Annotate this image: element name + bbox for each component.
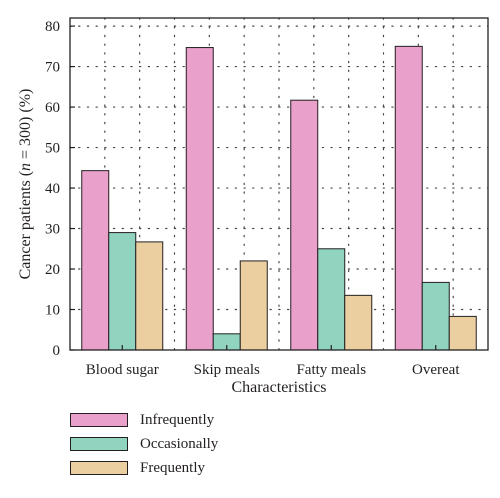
bar-frequently-skip-meals bbox=[239, 260, 268, 351]
y-tick-label: 30 bbox=[45, 222, 60, 238]
y-tick-label: 50 bbox=[45, 141, 60, 157]
bar-frequently-fatty-meals bbox=[344, 294, 373, 351]
bar-frequently-overeat bbox=[448, 315, 477, 351]
legend-label-infrequently: Infrequently bbox=[140, 411, 215, 428]
bar-occasionally-blood-sugar bbox=[108, 232, 137, 351]
legend-label-frequently: Frequently bbox=[140, 459, 205, 476]
legend: Infrequently Occasionally Frequently bbox=[70, 408, 218, 480]
bar-frequently-blood-sugar bbox=[135, 241, 164, 351]
plot-frame bbox=[69, 17, 489, 351]
bar-occasionally-fatty-meals bbox=[317, 248, 346, 351]
legend-item-frequently: Frequently bbox=[70, 456, 218, 480]
legend-item-occasionally: Occasionally bbox=[70, 432, 218, 456]
bar-infrequently-blood-sugar bbox=[81, 170, 110, 351]
y-tick-label: 40 bbox=[45, 181, 60, 197]
bar-infrequently-overeat bbox=[394, 45, 423, 351]
legend-item-infrequently: Infrequently bbox=[70, 408, 218, 432]
y-axis-title: Cancer patients (n = 300) (%) bbox=[17, 89, 34, 280]
y-tick-label: 10 bbox=[45, 303, 60, 319]
x-axis-title: Characteristics bbox=[231, 379, 326, 396]
bar-infrequently-fatty-meals bbox=[290, 99, 319, 351]
x-tick-label: Overeat bbox=[412, 362, 460, 378]
x-tick-label: Blood sugar bbox=[86, 362, 159, 378]
y-tick-label: 0 bbox=[53, 343, 61, 359]
legend-swatch-occasionally bbox=[70, 437, 128, 451]
x-tick-label: Fatty meals bbox=[296, 362, 366, 378]
y-tick-label: 80 bbox=[45, 19, 60, 35]
legend-swatch-frequently bbox=[70, 461, 128, 475]
y-tick-label: 70 bbox=[45, 60, 60, 76]
legend-swatch-infrequently bbox=[70, 413, 128, 427]
bar-occasionally-overeat bbox=[421, 281, 450, 351]
x-tick-label: Skip meals bbox=[194, 362, 260, 378]
bar-chart: 0 10 20 30 40 50 60 70 80 Blood sugar Skip meals Fa… bbox=[17, 17, 489, 396]
y-tick-label: 60 bbox=[45, 100, 60, 116]
legend-label-occasionally: Occasionally bbox=[140, 435, 219, 452]
bar-infrequently-skip-meals bbox=[185, 47, 214, 351]
y-tick-label: 20 bbox=[45, 262, 60, 278]
